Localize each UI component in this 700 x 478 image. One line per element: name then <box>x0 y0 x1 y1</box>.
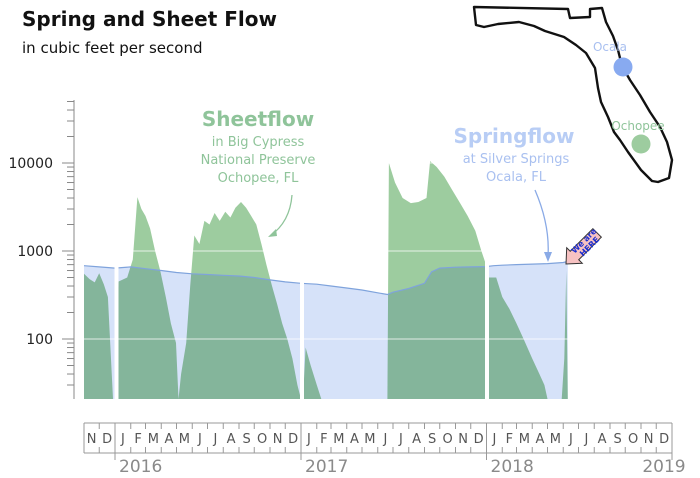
springflow-annotation: Springflow at Silver Springs Ocala, FL <box>453 124 575 262</box>
sheetflow-heading: Sheetflow <box>202 107 314 131</box>
data-gap-1 <box>114 236 119 400</box>
x-year-label-2017: 2017 <box>305 457 348 477</box>
x-month-label: M <box>333 432 344 447</box>
x-month-label: M <box>550 432 561 447</box>
x-month-label: S <box>428 432 436 447</box>
x-month-label: J <box>306 432 311 447</box>
x-month-label: M <box>519 432 530 447</box>
springflow-line <box>83 260 568 296</box>
data-gap-layer <box>114 236 489 400</box>
y-tick-label-100: 100 <box>26 332 53 348</box>
x-month-label: J <box>197 432 202 447</box>
x-month-label: D <box>102 432 112 447</box>
x-month-label: J <box>382 432 387 447</box>
ochopee-dot <box>631 134 651 154</box>
x-month-label: M <box>148 432 159 447</box>
data-gap-2 <box>300 236 304 400</box>
x-month-label: N <box>644 432 654 447</box>
springflow-heading: Springflow <box>453 124 574 148</box>
springflow-line-1: at Silver Springs <box>463 152 570 167</box>
chart-title: Spring and Sheet Flow <box>22 7 277 31</box>
x-month-label: A <box>164 432 173 447</box>
y-axis: 100 1000 10000 <box>8 100 75 399</box>
x-month-label: A <box>350 432 359 447</box>
x-month-label: M <box>179 432 190 447</box>
x-month-label: M <box>364 432 375 447</box>
x-month-label: F <box>506 432 513 447</box>
sheetflow-line-3: Ochopee, FL <box>218 171 300 186</box>
x-month-label: N <box>87 432 97 447</box>
x-month-label: D <box>474 432 484 447</box>
florida-outline <box>472 5 674 184</box>
sheetflow-arrow <box>269 194 293 237</box>
x-month-label: O <box>628 432 638 447</box>
x-month-label: D <box>288 432 298 447</box>
sheetflow-arrowhead <box>268 229 277 237</box>
chart-subtitle: in cubic feet per second <box>22 39 202 57</box>
x-axis: N D J F M A M J J A S O N D J F M A M J J A S O N D J F M A M J J A S O N D20… <box>83 422 686 477</box>
x-month-label: J <box>568 432 573 447</box>
x-month-label: N <box>458 432 468 447</box>
x-month-label: S <box>242 432 250 447</box>
x-month-label: F <box>134 432 141 447</box>
x-month-label: S <box>613 432 621 447</box>
x-month-label: F <box>320 432 327 447</box>
y-tick-label-10000: 10000 <box>8 156 53 172</box>
springflow-area <box>84 261 568 399</box>
x-month-label: J <box>212 432 217 447</box>
x-year-label-2019: 2019 <box>642 457 685 477</box>
x-month-label: J <box>583 432 588 447</box>
springflow-area-layer <box>83 260 568 399</box>
x-month-label: A <box>412 432 421 447</box>
x-month-label: J <box>398 432 403 447</box>
x-month-label: O <box>442 432 452 447</box>
x-month-label: O <box>257 432 267 447</box>
x-month-label: A <box>227 432 236 447</box>
springflow-arrow <box>534 189 549 257</box>
here-sign-arrow <box>565 227 603 265</box>
sheetflow-line-2: National Preserve <box>201 153 316 168</box>
x-month-label: J <box>491 432 496 447</box>
x-month-label: A <box>535 432 544 447</box>
y-tick-label-1000: 1000 <box>17 244 53 260</box>
data-gap-3 <box>485 236 489 400</box>
x-year-label-2018: 2018 <box>491 457 534 477</box>
x-month-label: D <box>659 432 669 447</box>
x-month-label: A <box>598 432 607 447</box>
florida-map: Ocala Ochopee <box>472 5 674 184</box>
x-month-label: N <box>273 432 283 447</box>
sheetflow-annotation: Sheetflow in Big Cypress National Preser… <box>201 107 316 237</box>
map-label-ocala: Ocala <box>593 40 627 54</box>
sheetflow-line-1: in Big Cypress <box>212 135 305 150</box>
springflow-line-2: Ocala, FL <box>486 170 547 185</box>
ocala-dot <box>613 57 633 77</box>
springflow-arrowhead <box>544 252 552 262</box>
x-year-label-2016: 2016 <box>119 457 162 477</box>
map-label-ochopee: Ochopee <box>611 119 664 133</box>
x-month-label: J <box>120 432 125 447</box>
